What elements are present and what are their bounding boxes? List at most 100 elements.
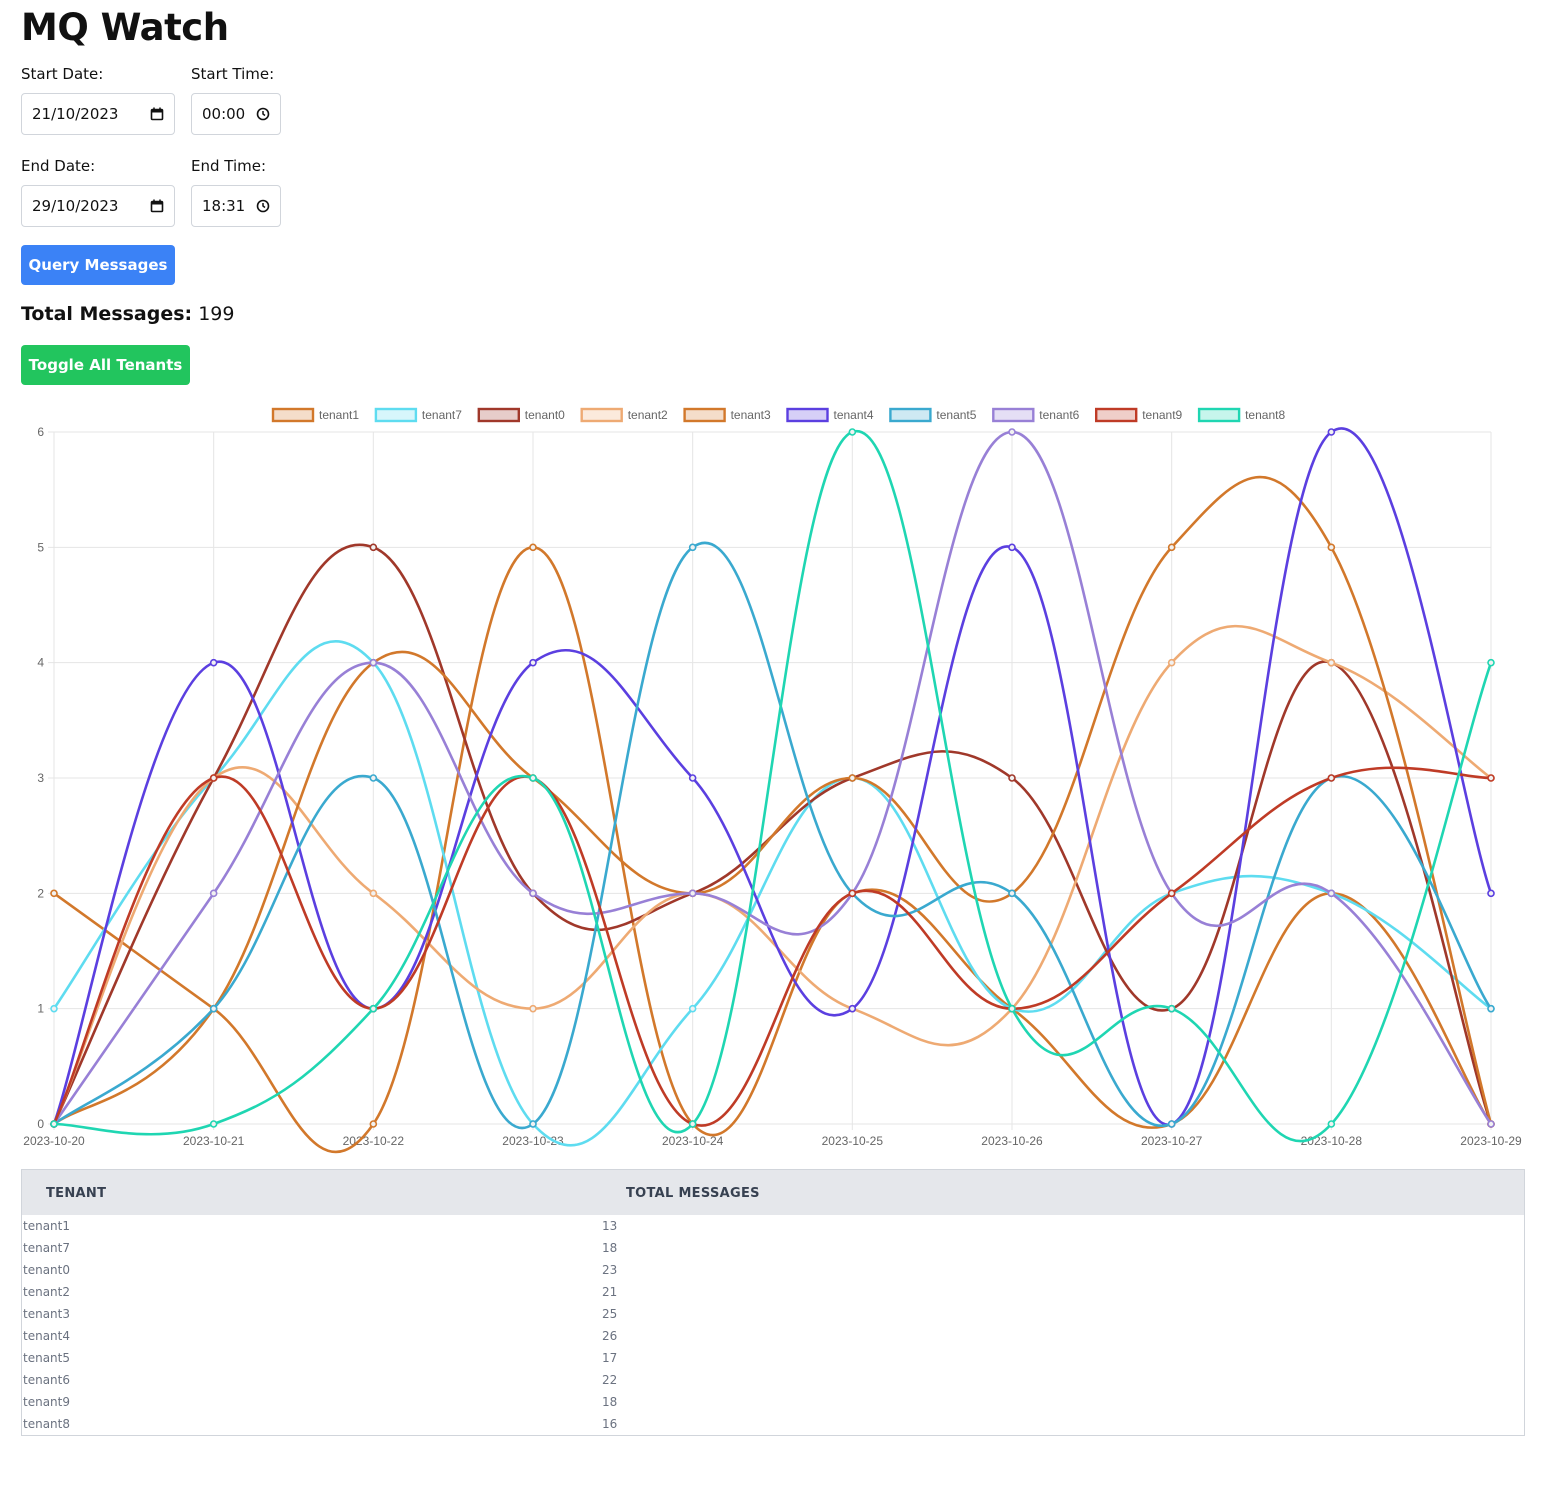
page-title: MQ Watch	[21, 6, 229, 49]
legend-swatch	[477, 407, 520, 423]
data-point	[1008, 543, 1016, 552]
x-tick-label: 2023-10-28	[1301, 1134, 1363, 1148]
total-messages-value: 199	[198, 303, 235, 325]
end-time-input[interactable]: 18:31	[191, 185, 281, 227]
data-point	[1487, 1120, 1495, 1128]
calendar-icon[interactable]	[150, 107, 164, 121]
legend-label: tenant6	[1039, 408, 1079, 422]
data-point	[1167, 658, 1176, 667]
legend-label: tenant4	[834, 408, 874, 422]
tenant-name-cell: tenant8	[23, 1417, 70, 1431]
tenant-table: TENANT TOTAL MESSAGES tenant1 13 tenant7 18…	[21, 1169, 1525, 1436]
table-row: tenant9 18	[22, 1391, 1524, 1413]
messages-line-chart: 0 1 2 3 4 5 6 2023-10-20 2023-10-21 2023-10-22 202…	[23, 407, 1522, 1154]
table-header: TENANT TOTAL MESSAGES	[22, 1170, 1524, 1215]
data-point	[50, 1004, 58, 1013]
total-messages-cell: 23	[602, 1263, 618, 1277]
data-point	[1327, 889, 1336, 898]
legend-swatch	[374, 407, 418, 423]
total-messages-cell: 18	[602, 1395, 618, 1409]
data-point	[369, 658, 378, 667]
data-point	[369, 774, 378, 782]
total-messages-cell: 16	[602, 1417, 618, 1431]
data-point	[369, 543, 378, 552]
table-row: tenant8 16	[22, 1413, 1524, 1435]
series-line	[53, 430, 1493, 1143]
legend-label: tenant3	[731, 408, 771, 422]
clock-icon[interactable]	[256, 199, 270, 213]
column-header-tenant: TENANT	[46, 1186, 107, 1201]
data-point	[688, 1004, 697, 1013]
start-time-input[interactable]: 00:00	[191, 93, 281, 135]
tenant-name-cell: tenant7	[23, 1241, 70, 1255]
legend-item: tenant1	[271, 407, 359, 423]
legend-item: tenant9	[1094, 407, 1183, 423]
tenant-name-cell: tenant4	[23, 1329, 70, 1343]
start-time-label: Start Time:	[191, 65, 275, 83]
end-date-input[interactable]: 29/10/2023	[21, 185, 175, 227]
total-messages: Total Messages: 199	[21, 303, 234, 325]
data-point	[1008, 428, 1016, 436]
x-tick-label: 2023-10-22	[343, 1134, 405, 1148]
data-point	[1167, 1004, 1176, 1013]
table-row: tenant0 23	[22, 1259, 1524, 1281]
total-messages-cell: 17	[602, 1351, 618, 1365]
data-point	[529, 774, 537, 782]
table-row: tenant1 13	[22, 1215, 1524, 1237]
data-point	[209, 658, 218, 667]
data-point	[1487, 774, 1495, 782]
tenant-name-cell: tenant6	[23, 1373, 70, 1387]
y-tick-label: 1	[37, 1002, 44, 1016]
total-messages-cell: 25	[602, 1307, 618, 1321]
calendar-icon[interactable]	[150, 199, 164, 213]
legend-swatch	[271, 407, 315, 423]
x-tick-label: 2023-10-25	[822, 1134, 884, 1148]
end-time-label: End Time:	[191, 157, 267, 175]
tenant-name-cell: tenant3	[23, 1307, 70, 1321]
y-tick-label: 4	[37, 656, 44, 670]
data-point	[1008, 889, 1016, 898]
data-point	[369, 889, 378, 898]
data-point	[369, 1120, 378, 1128]
x-tick-label: 2023-10-29	[1460, 1134, 1522, 1148]
data-point	[688, 774, 697, 782]
legend-swatch	[786, 407, 829, 423]
data-point	[1167, 1120, 1176, 1128]
y-tick-label: 0	[37, 1117, 44, 1131]
toggle-all-tenants-button[interactable]: Toggle All Tenants	[21, 345, 190, 385]
data-point	[529, 889, 537, 898]
legend-swatch	[992, 407, 1035, 423]
total-messages-label: Total Messages:	[21, 303, 193, 325]
column-header-total-messages: TOTAL MESSAGES	[626, 1186, 760, 1201]
data-point	[1008, 774, 1016, 782]
data-point	[209, 1120, 218, 1128]
tenant-name-cell: tenant2	[23, 1285, 70, 1299]
table-row: tenant3 25	[22, 1303, 1524, 1325]
series-line	[53, 546, 1493, 1154]
data-point	[1327, 774, 1336, 782]
x-tick-label: 2023-10-20	[23, 1134, 85, 1148]
legend-item: tenant2	[580, 407, 668, 423]
start-time-value: 00:00	[202, 105, 246, 123]
table-row: tenant7 18	[22, 1237, 1524, 1259]
legend-label: tenant0	[525, 408, 565, 422]
series-tenant2	[50, 624, 1495, 1128]
data-point	[1008, 1004, 1016, 1013]
total-messages-cell: 22	[602, 1373, 618, 1387]
total-messages-cell: 21	[602, 1285, 618, 1299]
y-tick-label: 6	[37, 425, 44, 439]
legend-swatch	[1197, 407, 1241, 423]
data-point	[529, 1004, 537, 1013]
query-messages-button[interactable]: Query Messages	[21, 245, 175, 285]
x-tick-label: 2023-10-27	[1141, 1134, 1203, 1148]
legend-label: tenant1	[319, 408, 359, 422]
legend-item: tenant3	[683, 407, 771, 423]
data-point	[1327, 1120, 1336, 1128]
data-point	[1167, 889, 1176, 898]
clock-icon[interactable]	[256, 107, 270, 121]
data-point	[529, 543, 537, 552]
start-date-input[interactable]: 21/10/2023	[21, 93, 175, 135]
legend-item: tenant4	[786, 407, 874, 423]
series-tenant1	[50, 543, 1495, 1154]
start-date-value: 21/10/2023	[32, 105, 119, 123]
